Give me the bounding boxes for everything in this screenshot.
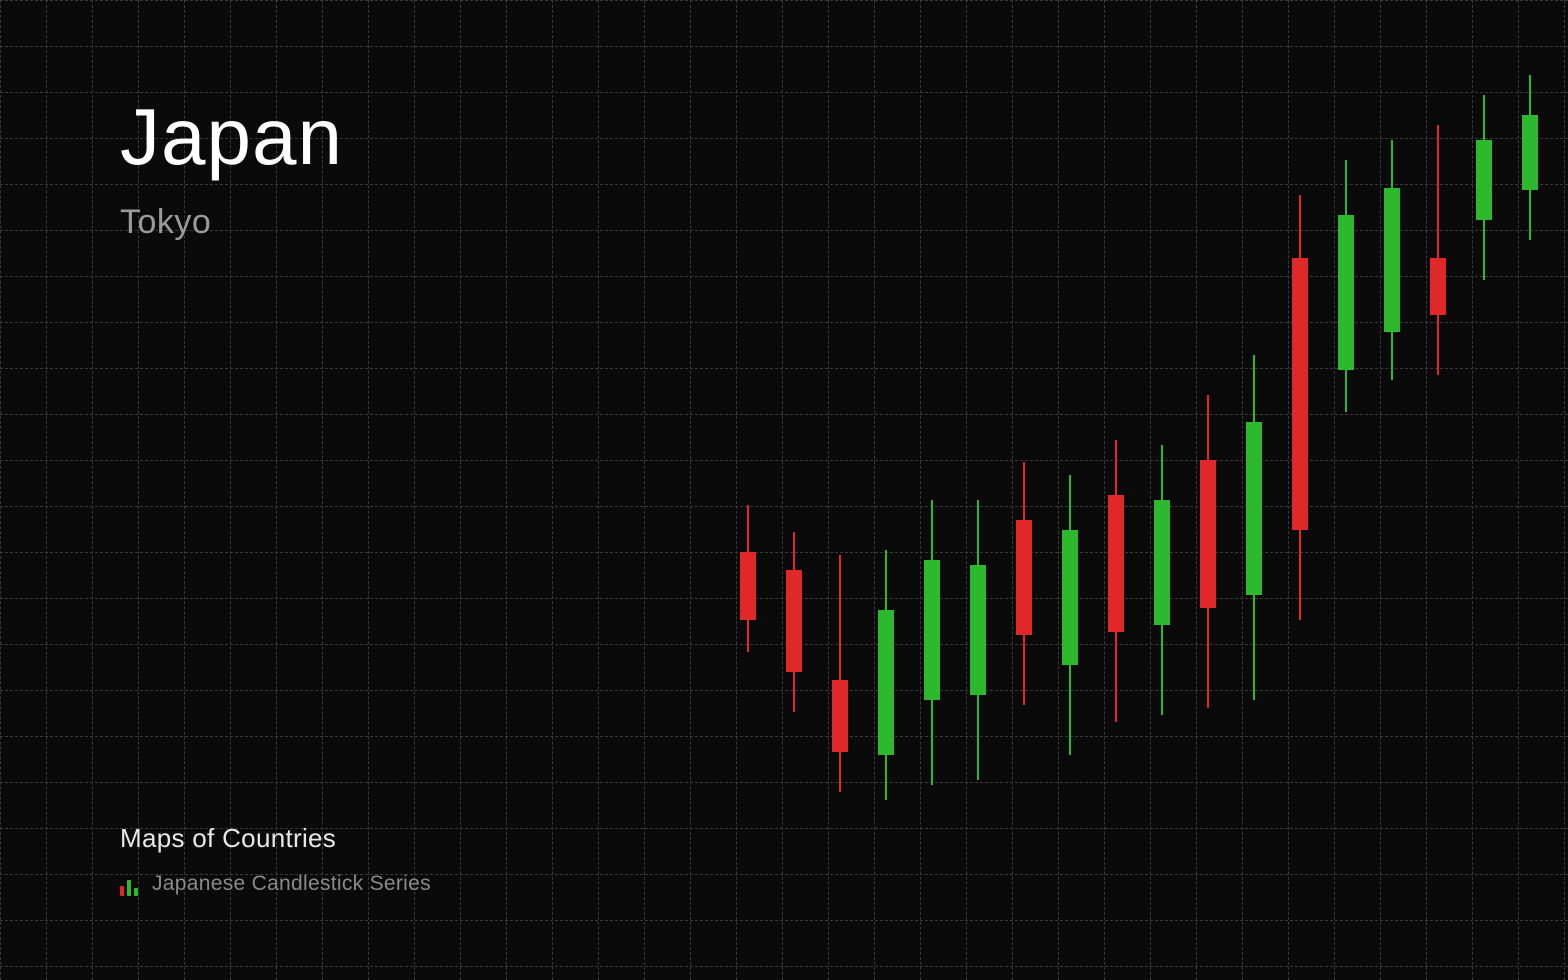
grid-line-horizontal [0, 736, 1568, 737]
grid-line-vertical [598, 0, 599, 980]
title-sub: Tokyo [120, 203, 343, 242]
grid-line-vertical [1104, 0, 1105, 980]
grid-line-horizontal [0, 690, 1568, 691]
candle-body [1384, 188, 1400, 332]
title-main: Japan [120, 95, 343, 179]
grid-line-vertical [506, 0, 507, 980]
candle-wick [839, 555, 841, 792]
candle-body [740, 552, 756, 620]
grid-line-vertical [1058, 0, 1059, 980]
grid-line-vertical [1564, 0, 1565, 980]
grid-line-vertical [1426, 0, 1427, 980]
grid-line-vertical [920, 0, 921, 980]
grid-line-vertical [1196, 0, 1197, 980]
title-block: Japan Tokyo [120, 95, 343, 242]
grid-line-vertical [874, 0, 875, 980]
grid-line-vertical [736, 0, 737, 980]
candle-body [924, 560, 940, 700]
legend-bar [127, 880, 131, 896]
grid-line-vertical [1518, 0, 1519, 980]
candle-body [832, 680, 848, 752]
grid-line-horizontal [0, 0, 1568, 1]
grid-line-vertical [552, 0, 553, 980]
candle-body [970, 565, 986, 695]
candle-body [1108, 495, 1124, 632]
footer-line1: Maps of Countries [120, 823, 431, 854]
candle-body [786, 570, 802, 672]
grid-line-vertical [828, 0, 829, 980]
candle-body [1292, 258, 1308, 530]
candle-body [1154, 500, 1170, 625]
grid-line-vertical [1472, 0, 1473, 980]
grid-line-vertical [0, 0, 1, 980]
grid-line-horizontal [0, 322, 1568, 323]
grid-line-horizontal [0, 644, 1568, 645]
candle-wick [1437, 125, 1439, 375]
footer-block: Maps of Countries Japanese Candlestick S… [120, 823, 431, 896]
grid-line-vertical [1150, 0, 1151, 980]
grid-line-horizontal [0, 276, 1568, 277]
candle-body [1200, 460, 1216, 608]
footer-line2: Japanese Candlestick Series [120, 872, 431, 896]
grid-line-horizontal [0, 552, 1568, 553]
grid-line-horizontal [0, 46, 1568, 47]
candle-body [1246, 422, 1262, 595]
grid-line-vertical [1380, 0, 1381, 980]
grid-line-vertical [1288, 0, 1289, 980]
grid-line-horizontal [0, 460, 1568, 461]
candle-body [1338, 215, 1354, 370]
grid-line-vertical [460, 0, 461, 980]
legend-bar [134, 888, 138, 896]
grid-line-vertical [92, 0, 93, 980]
grid-line-horizontal [0, 414, 1568, 415]
candle-body [1476, 140, 1492, 220]
grid-line-horizontal [0, 598, 1568, 599]
candle-body [1016, 520, 1032, 635]
grid-line-horizontal [0, 506, 1568, 507]
legend-bar [120, 886, 124, 896]
candlestick-icon [120, 880, 138, 896]
grid-line-vertical [46, 0, 47, 980]
grid-line-horizontal [0, 966, 1568, 967]
grid-line-vertical [1012, 0, 1013, 980]
grid-line-vertical [1242, 0, 1243, 980]
grid-line-horizontal [0, 920, 1568, 921]
footer-line2-text: Japanese Candlestick Series [152, 872, 431, 896]
grid-line-vertical [690, 0, 691, 980]
candle-body [1430, 258, 1446, 315]
candle-body [1062, 530, 1078, 665]
grid-line-vertical [782, 0, 783, 980]
grid-line-horizontal [0, 782, 1568, 783]
candle-body [1522, 115, 1538, 190]
grid-line-vertical [966, 0, 967, 980]
candle-body [878, 610, 894, 755]
grid-line-horizontal [0, 368, 1568, 369]
grid-line-vertical [1334, 0, 1335, 980]
grid-line-vertical [644, 0, 645, 980]
